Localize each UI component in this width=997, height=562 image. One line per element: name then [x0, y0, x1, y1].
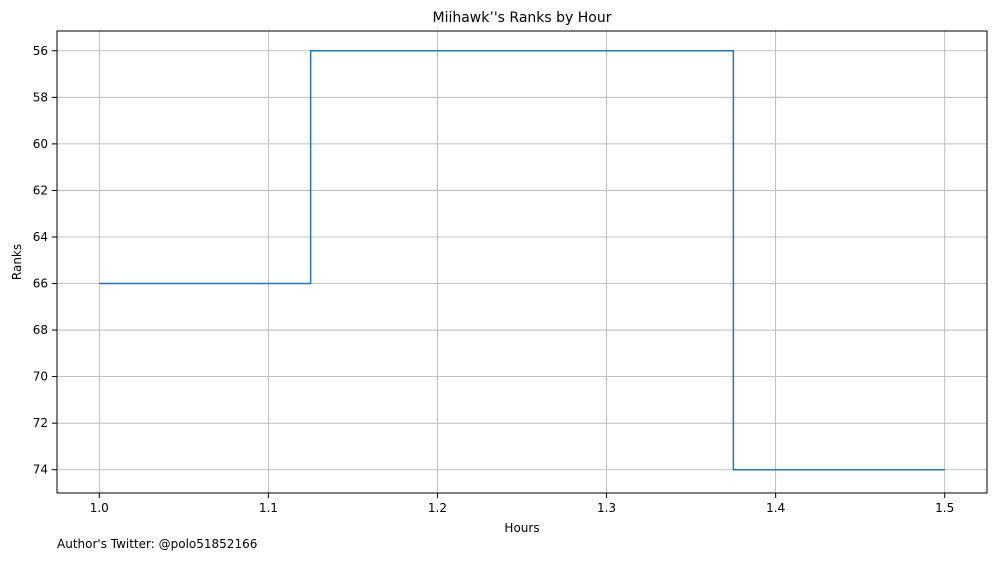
x-axis-label: Hours	[504, 521, 539, 535]
x-tick-label: 1.1	[259, 501, 278, 515]
x-tick-label: 1.3	[597, 501, 616, 515]
y-tick-label: 74	[33, 463, 48, 477]
x-axis-ticks: 1.0 1.1 1.2 1.3 1.4 1.5	[90, 493, 954, 515]
y-tick-label: 58	[33, 90, 48, 104]
series-layer	[99, 50, 945, 471]
y-tick-label: 66	[33, 277, 48, 291]
y-tick-label: 70	[33, 370, 48, 384]
x-tick-label: 1.4	[766, 501, 785, 515]
y-tick-label: 60	[33, 137, 48, 151]
x-tick-label: 1.5	[935, 501, 954, 515]
grid-lines	[57, 31, 987, 493]
author-credit: Author's Twitter: @polo51852166	[57, 537, 258, 551]
y-tick-label: 62	[33, 183, 48, 197]
y-axis-ticks: 56 58 60 62 64 66 68 70 72 74	[33, 44, 57, 477]
x-tick-label: 1.2	[428, 501, 447, 515]
y-tick-label: 56	[33, 44, 48, 58]
x-tick-label: 1.0	[90, 501, 109, 515]
y-axis-label: Ranks	[10, 244, 24, 280]
y-tick-label: 68	[33, 323, 48, 337]
series-line	[99, 50, 945, 471]
y-tick-label: 72	[33, 416, 48, 430]
y-tick-label: 64	[33, 230, 48, 244]
chart-title: Miihawk’'s Ranks by Hour	[433, 10, 612, 26]
plot-frame	[56, 30, 988, 494]
